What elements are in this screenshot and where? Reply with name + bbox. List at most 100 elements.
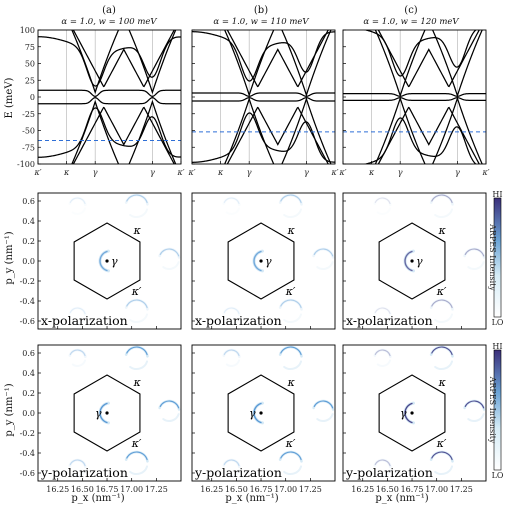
satellite-arc — [280, 299, 302, 309]
satellite-arc-lower — [283, 360, 303, 370]
band-xtick-label: γ — [247, 168, 252, 177]
satellite-arc-halo — [463, 399, 486, 411]
band-curves — [38, 30, 181, 164]
band-xtick-label: κ′ — [187, 168, 195, 177]
kappa-label: κ — [287, 224, 296, 237]
band-frame — [37, 29, 182, 165]
panel-title-a: α = 1.0, w = 100 meV — [61, 17, 157, 27]
satellite-arc-lower — [283, 208, 303, 218]
polarization-label: x-polarization — [195, 313, 282, 328]
band-ytick-label: 100 — [20, 26, 35, 35]
panel-title-c: α = 1.0, w = 120 meV — [363, 17, 459, 27]
band-flat-lower — [343, 97, 486, 101]
gamma-point — [105, 411, 109, 415]
satellite-arc-halo — [222, 458, 241, 469]
band-xtick-label: κ′ — [338, 168, 346, 177]
colorbar-high-label: HI — [492, 342, 502, 351]
band-flat-lower — [38, 97, 181, 105]
arpes-frame — [37, 344, 182, 482]
satellite-arc-halo — [463, 247, 486, 259]
gamma-point — [410, 259, 414, 263]
satellite-arc-lower — [376, 469, 392, 477]
satellite-arc-lower — [225, 469, 241, 477]
band-xtick-label: γ — [93, 168, 98, 177]
band-xtick-label: κ — [63, 168, 70, 177]
satellite-arc — [374, 349, 391, 357]
arpes-ytick-label: 0.6 — [22, 349, 35, 358]
gamma-point — [259, 411, 263, 415]
arpes-panel-1-2: γ κ κ′ y-polarization 16.25 16.50 16.75 17.00 17… — [342, 344, 487, 494]
arpes-ytick-label: -0.6 — [20, 469, 35, 478]
arpes-ytick-label: 0.2 — [22, 237, 35, 246]
gamma-arc — [404, 402, 413, 424]
arpes-xtick-label: 17.25 — [450, 485, 473, 494]
arpes-frame — [37, 192, 182, 330]
arpes-ytick-label: 0.6 — [22, 197, 35, 206]
arpes-panel-0-2: γ κ κ′ x-polarization — [342, 192, 487, 330]
band-crossing-upper — [377, 30, 480, 88]
satellite-arc — [223, 307, 240, 315]
arpes-frame — [191, 192, 336, 330]
band-flat-lower — [192, 97, 335, 102]
band-curves — [343, 30, 486, 164]
satellite-arc — [69, 197, 86, 205]
gamma-arc — [99, 402, 108, 424]
gamma-label: γ — [111, 255, 118, 268]
kappa-label: κ — [133, 376, 142, 389]
polarization-label: x-polarization — [346, 313, 433, 328]
arpes-xtick-label: 17.25 — [299, 485, 322, 494]
arpes-xtick-label: 16.25 — [351, 485, 374, 494]
brillouin-zone-hexagon — [227, 374, 295, 452]
satellite-arc-halo — [373, 458, 392, 469]
arpes-xtick-label: 16.50 — [376, 485, 399, 494]
band-ytick-label: -100 — [17, 160, 35, 169]
panel-letter-c: (c) — [404, 5, 418, 16]
satellite-arc — [313, 248, 334, 257]
satellite-arc — [223, 459, 240, 467]
arpes-xtick-label: 16.50 — [225, 485, 248, 494]
band-panel-2: κ′ κ γ γ κ′ — [338, 29, 490, 177]
kappa-label: κ — [438, 224, 447, 237]
band-frame — [342, 29, 487, 165]
satellite-arc-lower — [225, 359, 241, 367]
band-remote-upper — [363, 30, 477, 77]
band-xtick-label: κ — [217, 168, 224, 177]
satellite-arc-halo — [278, 345, 303, 358]
satellite-arc — [126, 299, 148, 309]
kappa-prime-label: κ′ — [131, 285, 142, 298]
colorbar-title: ARPES Intensity — [488, 376, 497, 444]
arpes-content: γ κ κ′ — [68, 345, 181, 477]
satellite-arc — [223, 197, 240, 205]
kappa-prime-label: κ′ — [131, 437, 142, 450]
satellite-arc-halo — [158, 399, 181, 411]
arpes-ytick-label: 0.0 — [22, 409, 35, 418]
px-axis-label-a: p_x (nm⁻¹) — [71, 493, 124, 504]
arpes-ytick-label: 0.2 — [22, 389, 35, 398]
band-remote-lower — [38, 107, 181, 158]
band-ytick-label: -50 — [22, 127, 35, 136]
satellite-arc-lower — [129, 208, 149, 218]
arpes-xtick-label: 16.75 — [401, 485, 424, 494]
satellite-arc — [374, 197, 391, 205]
band-remote-upper — [192, 31, 335, 82]
gamma-arc — [253, 402, 262, 424]
satellite-arc-halo — [68, 196, 87, 207]
band-ytick-label: -25 — [22, 110, 35, 119]
brillouin-zone-hexagon — [378, 374, 446, 452]
kappa-prime-label: κ′ — [436, 285, 447, 298]
band-xtick-label: κ′ — [33, 168, 41, 177]
energy-axis-label: E (meV) — [4, 77, 15, 118]
colorbar — [493, 197, 502, 318]
satellite-arc-lower — [376, 207, 392, 215]
satellite-arc — [431, 346, 453, 356]
kappa-prime-label: κ′ — [436, 437, 447, 450]
satellite-arc — [126, 194, 148, 204]
satellite-arc — [126, 346, 148, 356]
satellite-arc-lower — [434, 208, 454, 218]
satellite-arc — [223, 349, 240, 357]
py-axis-label-bottom: p_y (nm⁻¹) — [4, 383, 15, 436]
arpes-content: γ κ κ′ — [373, 345, 486, 477]
satellite-arc-lower — [71, 317, 87, 325]
arpes-ytick-label: 0.4 — [22, 369, 35, 378]
satellite-arc-halo — [124, 193, 149, 206]
